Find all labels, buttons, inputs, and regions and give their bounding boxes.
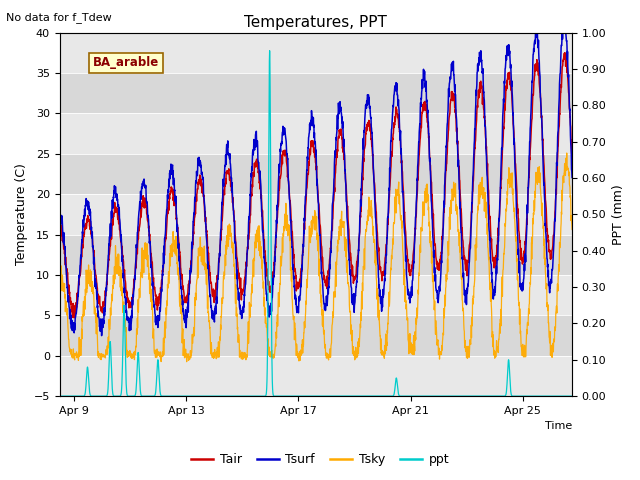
Bar	[60, 235, 572, 275]
Text: No data for f_Tdew: No data for f_Tdew	[6, 12, 112, 23]
Title: Temperatures, PPT: Temperatures, PPT	[244, 15, 387, 30]
Y-axis label: PPT (mm): PPT (mm)	[612, 184, 625, 245]
Bar	[60, 315, 572, 356]
Legend: Tair, Tsurf, Tsky, ppt: Tair, Tsurf, Tsky, ppt	[186, 448, 454, 471]
Text: BA_arable: BA_arable	[93, 56, 159, 69]
Bar	[60, 33, 572, 73]
Bar	[60, 275, 572, 315]
Bar	[60, 154, 572, 194]
Y-axis label: Temperature (C): Temperature (C)	[15, 163, 28, 265]
Bar	[60, 194, 572, 235]
X-axis label: Time: Time	[545, 421, 572, 432]
Bar	[60, 73, 572, 113]
Bar	[60, 113, 572, 154]
Bar	[60, 356, 572, 396]
